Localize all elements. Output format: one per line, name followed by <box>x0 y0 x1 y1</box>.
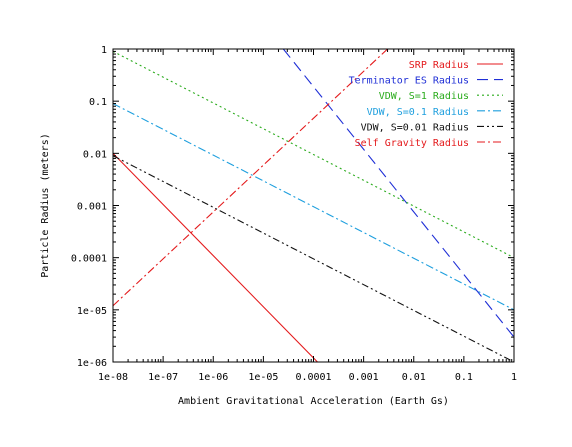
legend-label-2: VDW, S=1 Radius <box>379 91 469 102</box>
x-tick-label: 0.0001 <box>295 372 331 383</box>
y-tick-label: 0.01 <box>83 149 107 160</box>
series-line-4 <box>113 155 514 362</box>
x-tick-label: 0.001 <box>349 372 379 383</box>
y-tick-label: 1e-06 <box>77 358 107 369</box>
x-tick-label: 1e-07 <box>148 372 178 383</box>
legend: SRP Radius Terminator ES Radius VDW, S=1 R… <box>349 60 503 149</box>
y-axis-title: Particle Radius (meters) <box>40 133 51 278</box>
x-tick-label: 1 <box>511 372 517 383</box>
x-tick-label: 0.1 <box>455 372 473 383</box>
series-line-3 <box>113 103 514 311</box>
legend-label-3: VDW, S=0.1 Radius <box>367 107 469 118</box>
series-line-2 <box>113 50 514 259</box>
y-tick-label: 1 <box>101 45 107 56</box>
x-axis-title: Ambient Gravitational Acceleration (Eart… <box>178 396 449 407</box>
series-line-1 <box>282 49 514 338</box>
y-tick-label: 0.0001 <box>71 254 107 265</box>
axis-ticks <box>112 48 515 363</box>
legend-label-1: Terminator ES Radius <box>349 76 469 87</box>
legend-label-0: SRP Radius <box>409 60 469 71</box>
legend-label-4: VDW, S=0.01 Radius <box>361 122 469 133</box>
tick-labels: 1e-08 1e-07 1e-06 1e-05 0.0001 0.001 0.01 0.1 1 1… <box>71 45 517 383</box>
y-tick-label: 0.1 <box>89 97 107 108</box>
plot-area <box>113 49 514 362</box>
x-tick-label: 1e-08 <box>98 372 128 383</box>
x-tick-label: 1e-06 <box>198 372 228 383</box>
series-line-0 <box>113 152 318 362</box>
x-tick-label: 1e-05 <box>248 372 278 383</box>
y-tick-label: 0.001 <box>77 202 107 213</box>
series-line-5 <box>113 49 388 307</box>
y-tick-label: 1e-05 <box>77 306 107 317</box>
legend-label-5: Self Gravity Radius <box>355 138 469 149</box>
x-tick-label: 0.01 <box>402 372 426 383</box>
